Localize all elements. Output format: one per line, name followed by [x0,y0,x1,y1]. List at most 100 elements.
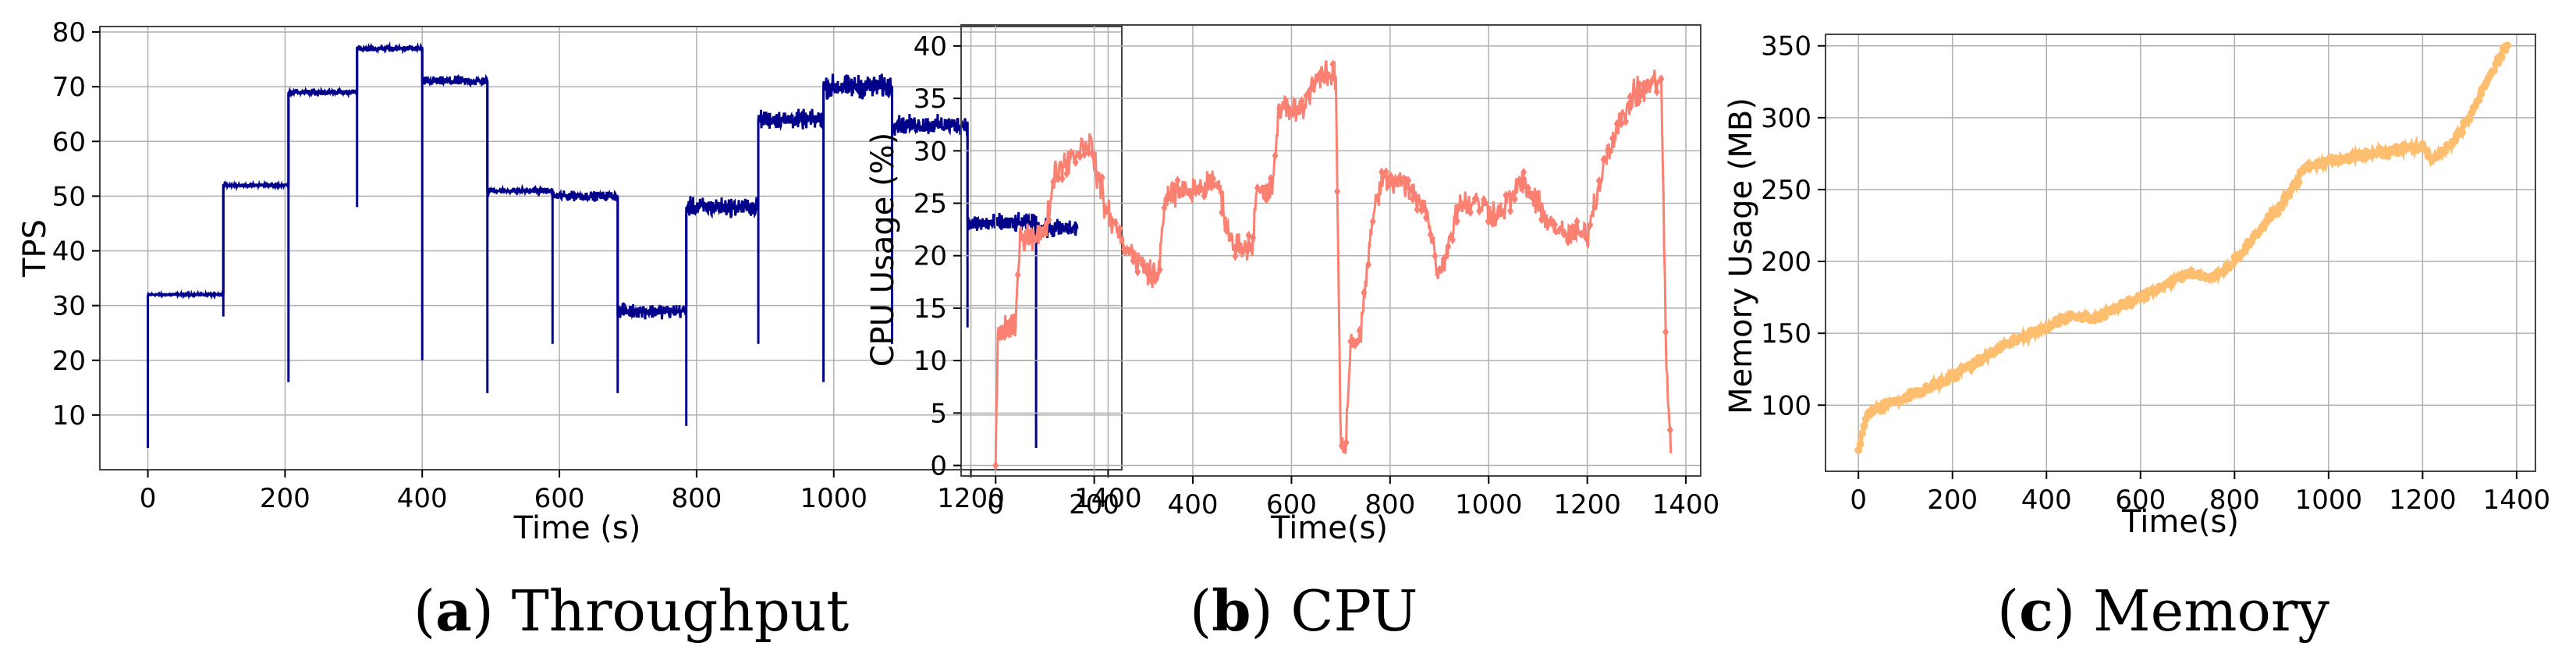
panel-c-point [2228,260,2237,268]
panel-a-series-line [147,41,1079,320]
panel-c-point [2266,214,2275,222]
panel-b-marker [1507,206,1514,216]
panel-b-marker [1542,216,1549,226]
panel-b-marker [1503,190,1510,201]
panel-b-marker [1382,167,1389,177]
panel-b-marker [1169,194,1176,204]
panel-b-marker [1343,438,1350,448]
panel-b-marker [1405,176,1412,186]
panel-b-marker [1130,256,1137,266]
panel-b-marker [1422,212,1429,222]
panel-a-ytick-label-7: 80 [52,17,86,48]
panel-c-point [1854,446,1863,454]
panel-c-ytick-label-3: 250 [1761,175,1811,206]
panel-b-marker [1609,133,1616,144]
panel-a-xtick-label-0: 0 [140,483,157,514]
panel-b-marker [1591,201,1598,211]
panel-b-marker [1440,254,1447,264]
panel-b-marker [1387,171,1394,181]
panel-b-marker [1303,91,1310,101]
panel-b-marker [996,332,1003,342]
panel-b-frame [960,24,1701,477]
panel-b-marker [1267,173,1274,183]
panel-b-marker [1148,275,1155,286]
panel-b-marker [1134,267,1141,277]
panel-a-ylabel: TPS [17,219,53,278]
panel-b-marker [1209,173,1216,183]
panel-b-marker [1493,211,1500,222]
panel-c-ytick-label-2: 200 [1761,247,1811,278]
panel-b-xtick-label-6: 1200 [1553,489,1621,520]
panel-b-marker [1356,325,1363,336]
panel-b-ytick-label-1: 5 [930,398,947,429]
panel-c-point [1858,429,1867,438]
panel-b-marker [1108,214,1115,224]
panel-b-marker [1237,245,1244,255]
panel-b-marker [1311,76,1318,87]
panel-b-marker [1152,275,1159,286]
panel-b-marker [1338,441,1345,451]
panel-b-marker [1467,208,1474,218]
panel-b-marker [1041,227,1048,237]
panel-c-point [2503,41,2511,50]
panel-b-marker [1214,180,1221,190]
panel-b-marker [1156,265,1163,275]
panel-b-marker [1613,119,1620,129]
panel-b-marker [1649,76,1656,86]
panel-b: 0 200 400 600 800 1000 1200 1400 0 5 10 15 20 25 30 35 4… [865,24,1719,644]
panel-b-marker [1290,108,1297,119]
panel-a-xtick-label-6: 1200 [937,483,1005,514]
panel-c-point [1856,440,1865,449]
panel-b-marker [1019,232,1026,242]
panel-a-ytick-label-3: 40 [52,236,86,268]
panel-b-marker [1037,230,1044,240]
panel-b-marker [1574,216,1581,226]
panel-c-xtick-label-2: 400 [2021,485,2072,516]
panel-c-xtick-label-6: 1200 [2389,485,2457,516]
panel-a-ytick-label-1: 20 [52,346,86,377]
panel-c-ylabel: Memory Usage (MB) [1723,98,1759,414]
panel-b-marker [1219,208,1226,218]
panel-b-marker [1334,186,1341,197]
panel-b-marker [1263,194,1270,204]
panel-b-marker [1378,167,1386,177]
panel-a-xtick-label-5: 1000 [800,483,868,514]
panel-b-ytick-label-6: 30 [914,136,947,167]
panel-b-marker [1316,69,1323,80]
panel-b-marker [1196,182,1203,192]
panel-b-marker [1516,175,1523,185]
panel-c-ticks: 0 200 400 600 800 1000 1200 1400 100 150 200 250 300… [1761,31,2550,516]
panel-b-marker [1009,325,1017,336]
panel-c: 0 200 400 600 800 1000 1200 1400 100 150 200 250 300… [1723,31,2550,644]
panel-a-xtick-label-3: 600 [534,483,585,514]
panel-b-marker [1205,182,1212,192]
panel-b-marker [1409,194,1416,204]
panel-c-point [2166,281,2175,289]
panel-b-marker [1458,199,1465,209]
panel-b-marker [1498,208,1505,218]
panel-b-marker [1432,251,1439,261]
panel-b-marker [1595,176,1602,186]
panel-b-marker [1187,190,1194,201]
panel-b-ylabel: CPU Usage (%) [865,133,901,368]
panel-b-marker [1298,96,1305,106]
panel-a-ytick-label-5: 60 [52,126,86,158]
panel-c-xtick-label-5: 1000 [2295,485,2363,516]
panel-b-marker [1374,193,1381,203]
panel-b-marker [1024,231,1031,241]
panel-b-marker [1361,287,1368,297]
panel-b-marker [1059,173,1066,183]
panel-c-xtick-label-7: 1400 [2483,485,2551,516]
panel-b-ytick-label-0: 0 [930,451,947,482]
panel-b-marker [1321,75,1328,85]
panel-b-xtick-label-5: 1000 [1455,489,1523,520]
panel-a-ytick-label-2: 30 [52,291,86,322]
panel-b-marker [1365,259,1372,269]
panel-b-marker [1471,194,1478,204]
panel-b-marker [1569,222,1576,233]
panel-c-ytick-label-5: 350 [1761,31,1811,62]
panel-b-xlabel: Time(s) [1270,510,1388,546]
panel-b-xtick-label-1: 200 [1069,489,1119,520]
panel-b-marker [1453,216,1460,226]
panel-b-ytick-label-8: 40 [914,31,947,62]
